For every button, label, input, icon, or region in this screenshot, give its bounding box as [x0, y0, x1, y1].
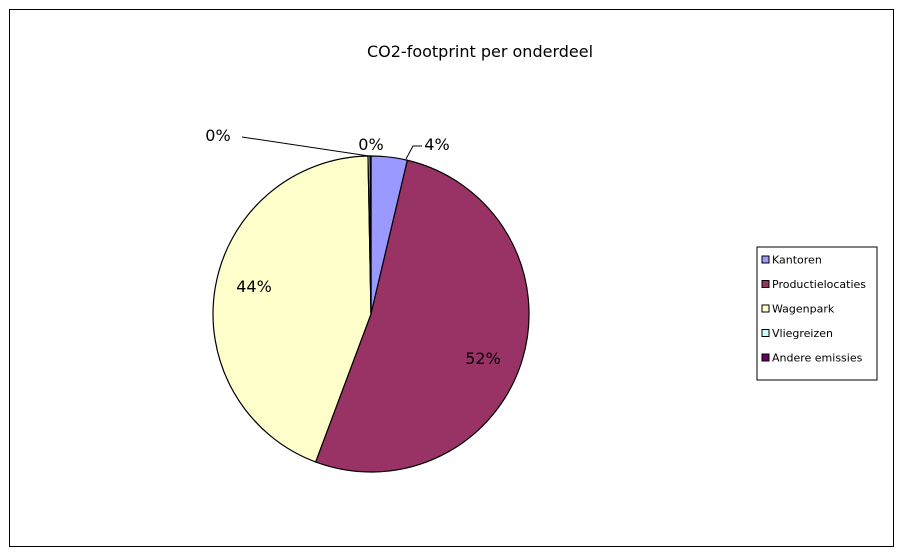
legend-swatch-andere-emissies [761, 353, 770, 362]
data-label-productielocaties: 52% [465, 349, 501, 368]
legend-swatch-wagenpark [761, 304, 770, 313]
chart-title: CO2-footprint per onderdeel [367, 42, 593, 61]
legend-label-vliegreizen: Vliegreizen [772, 327, 833, 340]
data-label-kantoren: 4% [424, 135, 449, 154]
pie-slice-wagenpark [212, 155, 372, 463]
leader-line-andere-emissies [241, 136, 370, 157]
pie-slice-andere-emissies [369, 155, 372, 315]
data-labels: 4% 52% 44% 0% 0% [205, 126, 500, 368]
legend-label-wagenpark: Wagenpark [772, 303, 835, 316]
legend-swatch-productielocaties [761, 280, 770, 288]
legend-swatch-kantoren [761, 255, 770, 264]
data-label-vliegreizen: 0% [358, 135, 383, 154]
legend-box [756, 246, 878, 381]
legend-label-productielocaties: Productielocaties [772, 278, 866, 291]
pie-slices [212, 155, 530, 473]
data-label-andere-emissies: 0% [205, 126, 230, 145]
leader-line-kantoren [405, 145, 422, 160]
data-label-wagenpark: 44% [236, 277, 272, 296]
pie-slice-productielocaties [314, 159, 530, 473]
leader-lines [241, 136, 422, 160]
legend-label-andere-emissies: Andere emissies [772, 352, 863, 365]
legend-swatch-vliegreizen [761, 329, 770, 337]
legend-label-kantoren: Kantoren [772, 254, 822, 267]
legend: Kantoren Productielocaties Wagenpark Vliegr… [756, 246, 878, 381]
